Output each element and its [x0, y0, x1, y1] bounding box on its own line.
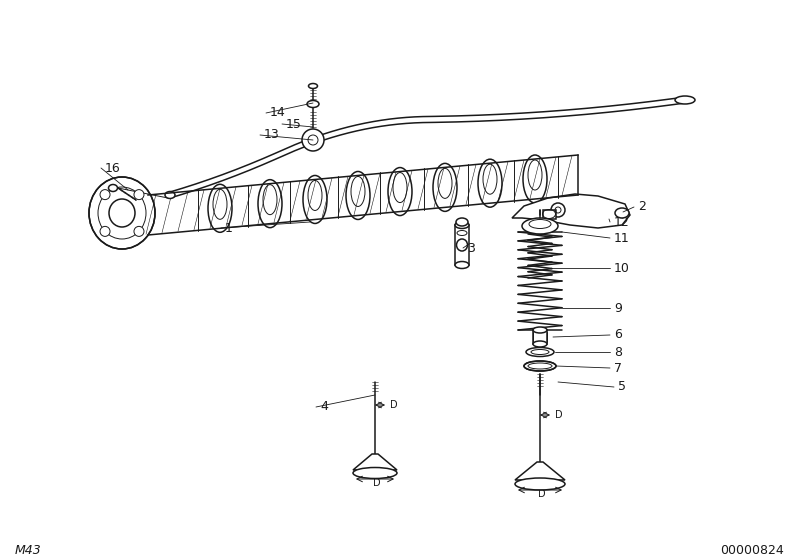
Text: 11: 11 [614, 231, 630, 244]
Circle shape [100, 190, 110, 200]
Ellipse shape [109, 184, 117, 192]
Circle shape [134, 190, 144, 200]
Text: D: D [373, 478, 381, 488]
Ellipse shape [308, 83, 317, 88]
Text: 1: 1 [225, 221, 233, 234]
Ellipse shape [524, 361, 556, 371]
Ellipse shape [615, 208, 629, 218]
Text: 14: 14 [270, 107, 286, 120]
Text: 2: 2 [638, 201, 646, 214]
Ellipse shape [533, 341, 547, 347]
Ellipse shape [258, 179, 282, 228]
Ellipse shape [303, 176, 327, 224]
Bar [543, 210, 556, 219]
Polygon shape [170, 97, 685, 198]
Text: M43: M43 [15, 543, 42, 557]
Ellipse shape [307, 101, 319, 107]
Ellipse shape [109, 199, 135, 227]
Text: 6: 6 [614, 329, 622, 342]
Ellipse shape [522, 218, 558, 234]
Ellipse shape [456, 218, 468, 226]
Text: D: D [539, 489, 546, 499]
Circle shape [551, 203, 565, 217]
Text: 9: 9 [614, 301, 622, 315]
Ellipse shape [455, 262, 469, 268]
Bar [533, 330, 547, 344]
Ellipse shape [526, 348, 554, 357]
Polygon shape [353, 454, 397, 470]
Ellipse shape [433, 163, 457, 211]
Ellipse shape [89, 177, 155, 249]
Text: D: D [555, 410, 562, 420]
Ellipse shape [515, 478, 565, 490]
Ellipse shape [675, 96, 695, 104]
Circle shape [100, 226, 110, 236]
Text: 10: 10 [614, 262, 630, 274]
Ellipse shape [388, 168, 412, 216]
Ellipse shape [208, 184, 232, 233]
Text: 8: 8 [614, 345, 622, 358]
Bar [455, 225, 469, 265]
Ellipse shape [478, 159, 502, 207]
Text: 15: 15 [286, 117, 302, 130]
Polygon shape [148, 155, 578, 235]
Ellipse shape [523, 155, 547, 203]
Ellipse shape [353, 467, 397, 479]
Ellipse shape [346, 172, 370, 220]
Text: 13: 13 [264, 129, 280, 141]
Ellipse shape [455, 221, 469, 229]
Polygon shape [512, 194, 630, 228]
Text: 5: 5 [618, 381, 626, 394]
Ellipse shape [533, 327, 547, 333]
Polygon shape [515, 462, 565, 480]
Circle shape [302, 129, 324, 151]
Circle shape [134, 226, 144, 236]
Text: 7: 7 [614, 362, 622, 375]
Text: D: D [390, 400, 398, 410]
Text: 3: 3 [467, 241, 475, 254]
Text: 00000824: 00000824 [720, 543, 784, 557]
Ellipse shape [165, 192, 175, 198]
Text: 16: 16 [105, 162, 121, 174]
Text: 12: 12 [614, 216, 630, 229]
Ellipse shape [456, 239, 467, 251]
Text: 4: 4 [320, 400, 328, 414]
